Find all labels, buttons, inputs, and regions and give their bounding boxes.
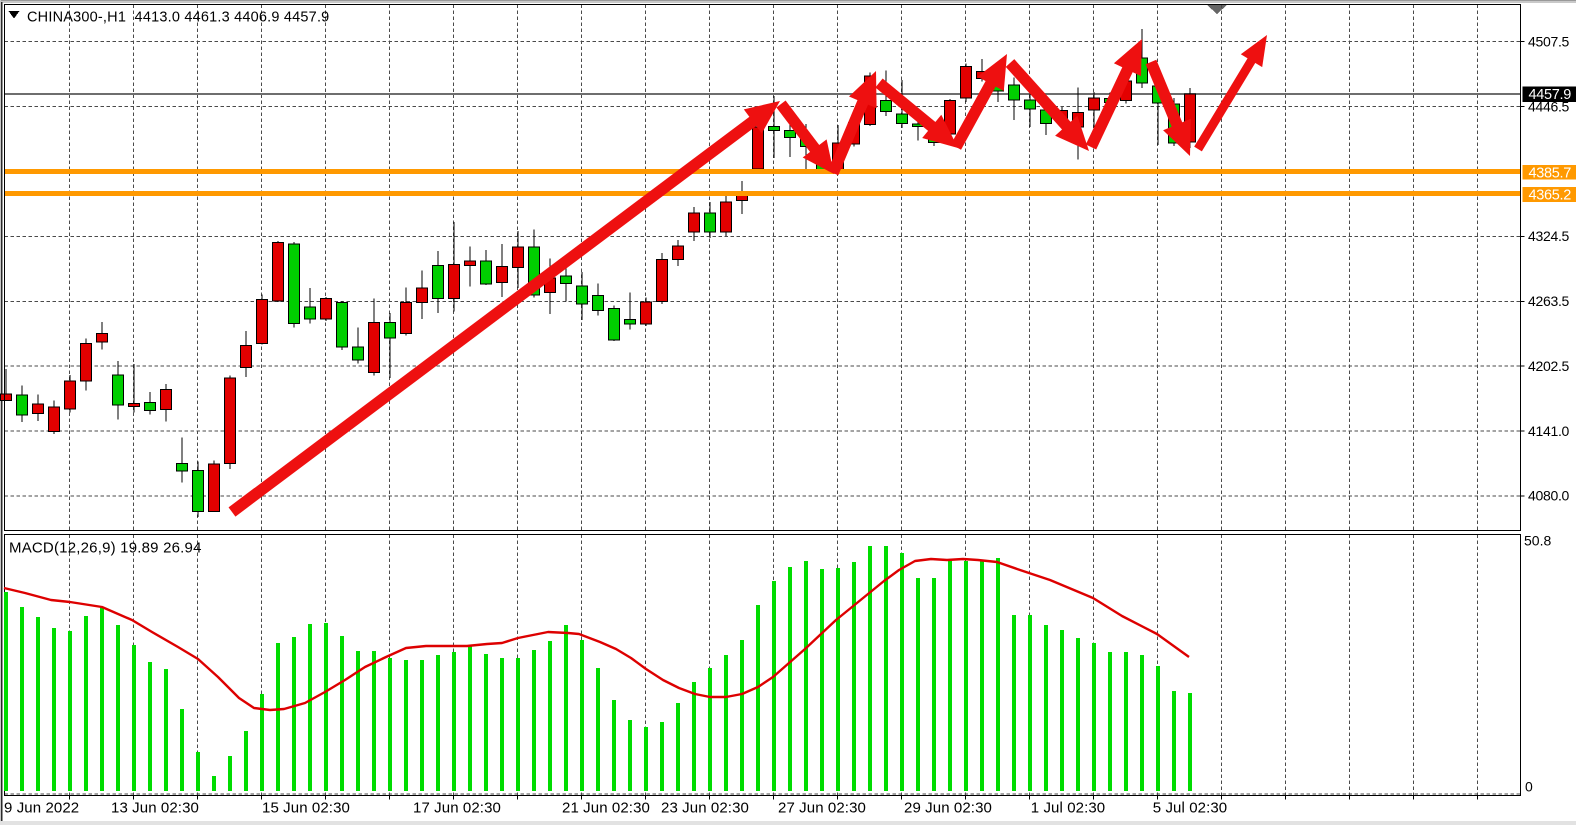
svg-text:4446.5: 4446.5 (1528, 98, 1570, 114)
svg-text:50.8: 50.8 (1524, 533, 1551, 549)
svg-text:9 Jun 2022: 9 Jun 2022 (4, 800, 79, 817)
svg-text:5 Jul 02:30: 5 Jul 02:30 (1153, 800, 1228, 817)
svg-text:4080.0: 4080.0 (1528, 488, 1570, 504)
svg-text:4141.0: 4141.0 (1528, 423, 1570, 439)
svg-text:4202.5: 4202.5 (1528, 358, 1570, 374)
svg-text:4365.2: 4365.2 (1529, 188, 1572, 204)
svg-text:4385.7: 4385.7 (1529, 165, 1572, 181)
svg-text:21 Jun 02:30: 21 Jun 02:30 (562, 800, 650, 817)
svg-text:0: 0 (1525, 779, 1533, 795)
svg-text:29 Jun 02:30: 29 Jun 02:30 (904, 800, 992, 817)
svg-text:CHINA300-,H1 4413.0 4461.3 44: CHINA300-,H1 4413.0 4461.3 4406.9 4457.9 (27, 10, 329, 26)
svg-text:MACD(12,26,9) 19.89 26.94: MACD(12,26,9) 19.89 26.94 (9, 540, 202, 557)
svg-text:4324.5: 4324.5 (1528, 228, 1570, 244)
svg-text:15 Jun 02:30: 15 Jun 02:30 (262, 800, 350, 817)
svg-text:23 Jun 02:30: 23 Jun 02:30 (661, 800, 749, 817)
svg-text:17 Jun 02:30: 17 Jun 02:30 (413, 800, 501, 817)
svg-text:27 Jun 02:30: 27 Jun 02:30 (778, 800, 866, 817)
svg-text:4507.5: 4507.5 (1528, 33, 1570, 49)
svg-text:4457.9: 4457.9 (1529, 87, 1572, 103)
svg-text:1 Jul 02:30: 1 Jul 02:30 (1031, 800, 1106, 817)
svg-text:4263.5: 4263.5 (1528, 293, 1570, 309)
svg-text:13 Jun 02:30: 13 Jun 02:30 (111, 800, 199, 817)
